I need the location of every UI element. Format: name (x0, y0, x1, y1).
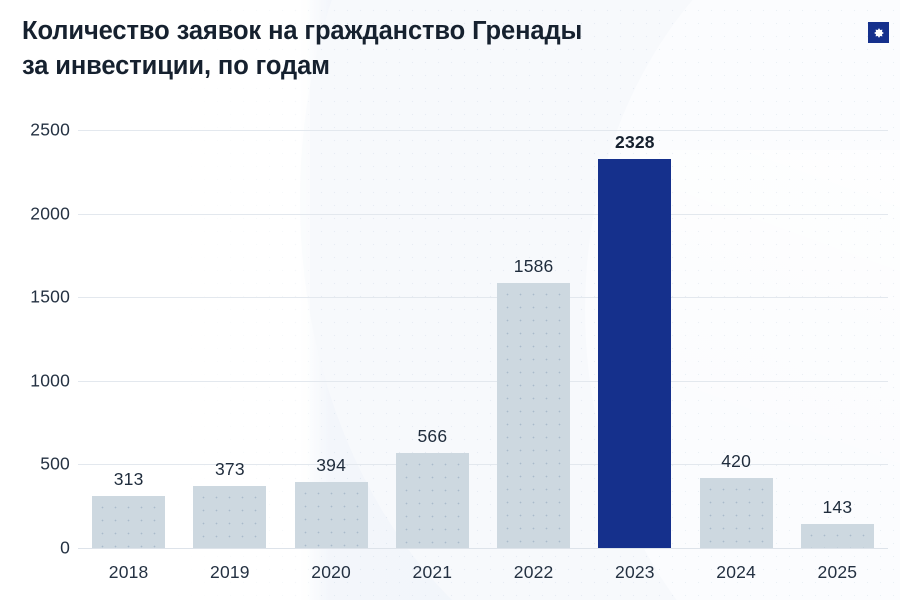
bar-texture (800, 524, 874, 548)
y-axis-tick-label: 500 (40, 453, 70, 474)
x-axis-tick-label: 2021 (412, 562, 453, 582)
x-axis-tick-label: 2025 (817, 562, 858, 582)
bar-value-label: 566 (417, 426, 448, 447)
chart-header: Количество заявок на гражданство Гренады… (0, 0, 900, 100)
bar-value-label: 313 (113, 468, 144, 489)
gridline (78, 548, 888, 549)
bar-2022[interactable] (497, 282, 571, 548)
bar-texture (193, 485, 267, 548)
gridline (78, 213, 888, 215)
bar-2019[interactable] (193, 485, 267, 548)
bar-2020[interactable] (294, 482, 368, 548)
bar-texture (395, 453, 469, 548)
gridline (78, 464, 888, 466)
bar-texture (497, 282, 571, 548)
page-title: Количество заявок на гражданство Гренады… (22, 17, 583, 80)
x-axis-tick-label: 2024 (716, 562, 756, 582)
bar-2025[interactable] (800, 524, 874, 548)
bar-texture (294, 482, 368, 548)
x-axis-tick-label: 2020 (311, 562, 351, 582)
bar-2023[interactable] (598, 158, 672, 548)
gridline (78, 297, 888, 299)
gridline (78, 130, 888, 131)
y-axis-tick-label: 2500 (30, 119, 70, 140)
x-axis-tick-label: 2023 (615, 562, 655, 582)
bar-value-label: 373 (214, 458, 245, 479)
x-axis-tick-label: 2018 (108, 562, 149, 582)
bar-value-label: 1586 (513, 255, 554, 276)
bar-value-label: 143 (822, 497, 853, 518)
bar-texture (92, 495, 166, 548)
bar-2018[interactable] (92, 495, 166, 548)
y-axis-tick-label: 0 (60, 537, 70, 558)
x-axis-tick-label: 2022 (513, 562, 554, 582)
x-axis-tick-label: 2019 (210, 562, 250, 582)
gridline (78, 380, 888, 382)
y-axis-tick-label: 1500 (30, 286, 70, 307)
brand-mark-icon (868, 22, 889, 43)
y-axis-tick-label: 1000 (30, 370, 70, 391)
bar-2021[interactable] (395, 453, 469, 548)
bar-value-label: 394 (316, 455, 347, 476)
bar-value-label: 420 (721, 450, 752, 471)
bar-value-label: 2328 (615, 131, 655, 152)
bar-texture (699, 477, 773, 548)
y-axis-tick-label: 2000 (30, 203, 70, 224)
bar-2024[interactable] (699, 477, 773, 548)
